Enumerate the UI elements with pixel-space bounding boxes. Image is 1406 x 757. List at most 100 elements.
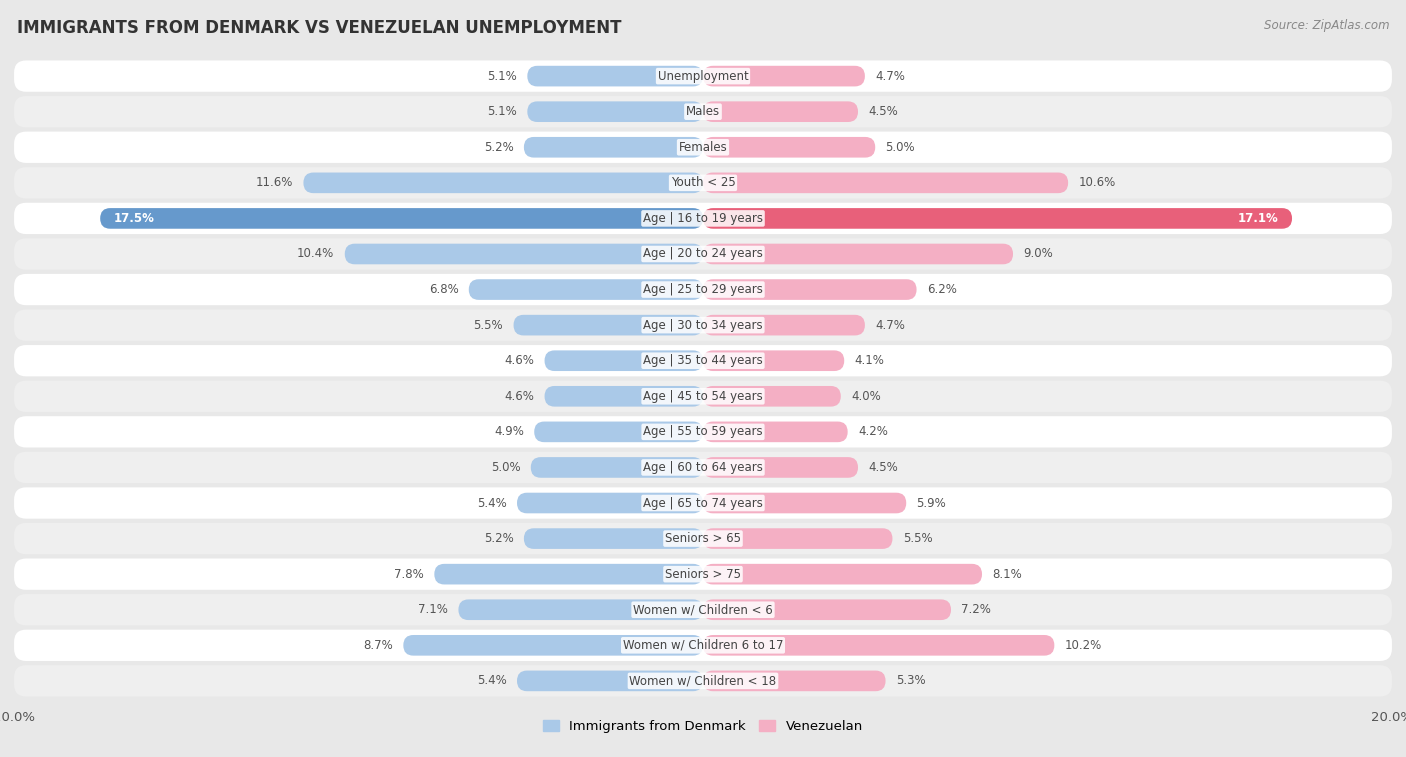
Text: Age | 60 to 64 years: Age | 60 to 64 years [643,461,763,474]
Text: 4.9%: 4.9% [494,425,524,438]
FancyBboxPatch shape [434,564,703,584]
Text: 4.6%: 4.6% [505,390,534,403]
Text: 7.1%: 7.1% [418,603,449,616]
FancyBboxPatch shape [344,244,703,264]
Text: 10.4%: 10.4% [297,248,335,260]
Text: IMMIGRANTS FROM DENMARK VS VENEZUELAN UNEMPLOYMENT: IMMIGRANTS FROM DENMARK VS VENEZUELAN UN… [17,19,621,37]
Text: Males: Males [686,105,720,118]
Text: 5.1%: 5.1% [488,70,517,83]
Text: 17.5%: 17.5% [114,212,155,225]
Text: 10.6%: 10.6% [1078,176,1116,189]
FancyBboxPatch shape [14,61,1392,92]
FancyBboxPatch shape [100,208,703,229]
Text: 5.5%: 5.5% [474,319,503,332]
Text: 11.6%: 11.6% [256,176,292,189]
Legend: Immigrants from Denmark, Venezuelan: Immigrants from Denmark, Venezuelan [543,720,863,734]
FancyBboxPatch shape [703,528,893,549]
Text: Youth < 25: Youth < 25 [671,176,735,189]
Text: 4.7%: 4.7% [875,70,905,83]
Text: Age | 25 to 29 years: Age | 25 to 29 years [643,283,763,296]
FancyBboxPatch shape [14,274,1392,305]
FancyBboxPatch shape [14,488,1392,519]
FancyBboxPatch shape [14,559,1392,590]
FancyBboxPatch shape [14,310,1392,341]
FancyBboxPatch shape [703,600,950,620]
Text: Females: Females [679,141,727,154]
FancyBboxPatch shape [703,350,844,371]
Text: 5.5%: 5.5% [903,532,932,545]
Text: Source: ZipAtlas.com: Source: ZipAtlas.com [1264,19,1389,32]
FancyBboxPatch shape [513,315,703,335]
FancyBboxPatch shape [544,350,703,371]
FancyBboxPatch shape [703,66,865,86]
FancyBboxPatch shape [703,422,848,442]
Text: 10.2%: 10.2% [1064,639,1102,652]
FancyBboxPatch shape [517,493,703,513]
FancyBboxPatch shape [703,457,858,478]
Text: 8.7%: 8.7% [363,639,392,652]
FancyBboxPatch shape [703,279,917,300]
Text: Age | 20 to 24 years: Age | 20 to 24 years [643,248,763,260]
FancyBboxPatch shape [14,630,1392,661]
Text: 4.6%: 4.6% [505,354,534,367]
FancyBboxPatch shape [703,635,1054,656]
Text: Age | 16 to 19 years: Age | 16 to 19 years [643,212,763,225]
Text: 5.4%: 5.4% [477,674,506,687]
FancyBboxPatch shape [14,523,1392,554]
FancyBboxPatch shape [14,452,1392,483]
FancyBboxPatch shape [517,671,703,691]
FancyBboxPatch shape [468,279,703,300]
Text: 7.2%: 7.2% [962,603,991,616]
FancyBboxPatch shape [304,173,703,193]
Text: 4.5%: 4.5% [869,105,898,118]
FancyBboxPatch shape [14,167,1392,198]
Text: 5.9%: 5.9% [917,497,946,509]
Text: Age | 35 to 44 years: Age | 35 to 44 years [643,354,763,367]
Text: Seniors > 75: Seniors > 75 [665,568,741,581]
Text: Women w/ Children < 6: Women w/ Children < 6 [633,603,773,616]
FancyBboxPatch shape [14,665,1392,696]
Text: 9.0%: 9.0% [1024,248,1053,260]
Text: Age | 45 to 54 years: Age | 45 to 54 years [643,390,763,403]
Text: 6.8%: 6.8% [429,283,458,296]
FancyBboxPatch shape [703,173,1069,193]
Text: 5.2%: 5.2% [484,141,513,154]
Text: Age | 30 to 34 years: Age | 30 to 34 years [643,319,763,332]
Text: 5.0%: 5.0% [491,461,520,474]
Text: 7.8%: 7.8% [394,568,425,581]
Text: 17.1%: 17.1% [1237,212,1278,225]
FancyBboxPatch shape [703,564,981,584]
FancyBboxPatch shape [527,66,703,86]
FancyBboxPatch shape [703,244,1012,264]
Text: 4.1%: 4.1% [855,354,884,367]
FancyBboxPatch shape [14,203,1392,234]
Text: 4.7%: 4.7% [875,319,905,332]
FancyBboxPatch shape [404,635,703,656]
Text: Seniors > 65: Seniors > 65 [665,532,741,545]
FancyBboxPatch shape [544,386,703,407]
FancyBboxPatch shape [703,101,858,122]
Text: 4.5%: 4.5% [869,461,898,474]
FancyBboxPatch shape [524,137,703,157]
FancyBboxPatch shape [703,493,907,513]
Text: Age | 55 to 59 years: Age | 55 to 59 years [643,425,763,438]
Text: 5.1%: 5.1% [488,105,517,118]
Text: 8.1%: 8.1% [993,568,1022,581]
FancyBboxPatch shape [703,208,1292,229]
FancyBboxPatch shape [14,96,1392,127]
Text: Women w/ Children < 18: Women w/ Children < 18 [630,674,776,687]
FancyBboxPatch shape [14,238,1392,269]
FancyBboxPatch shape [14,594,1392,625]
Text: Unemployment: Unemployment [658,70,748,83]
FancyBboxPatch shape [14,345,1392,376]
Text: 5.4%: 5.4% [477,497,506,509]
FancyBboxPatch shape [524,528,703,549]
FancyBboxPatch shape [458,600,703,620]
FancyBboxPatch shape [527,101,703,122]
FancyBboxPatch shape [14,381,1392,412]
Text: 5.0%: 5.0% [886,141,915,154]
Text: Women w/ Children 6 to 17: Women w/ Children 6 to 17 [623,639,783,652]
FancyBboxPatch shape [703,386,841,407]
Text: 5.3%: 5.3% [896,674,925,687]
FancyBboxPatch shape [531,457,703,478]
